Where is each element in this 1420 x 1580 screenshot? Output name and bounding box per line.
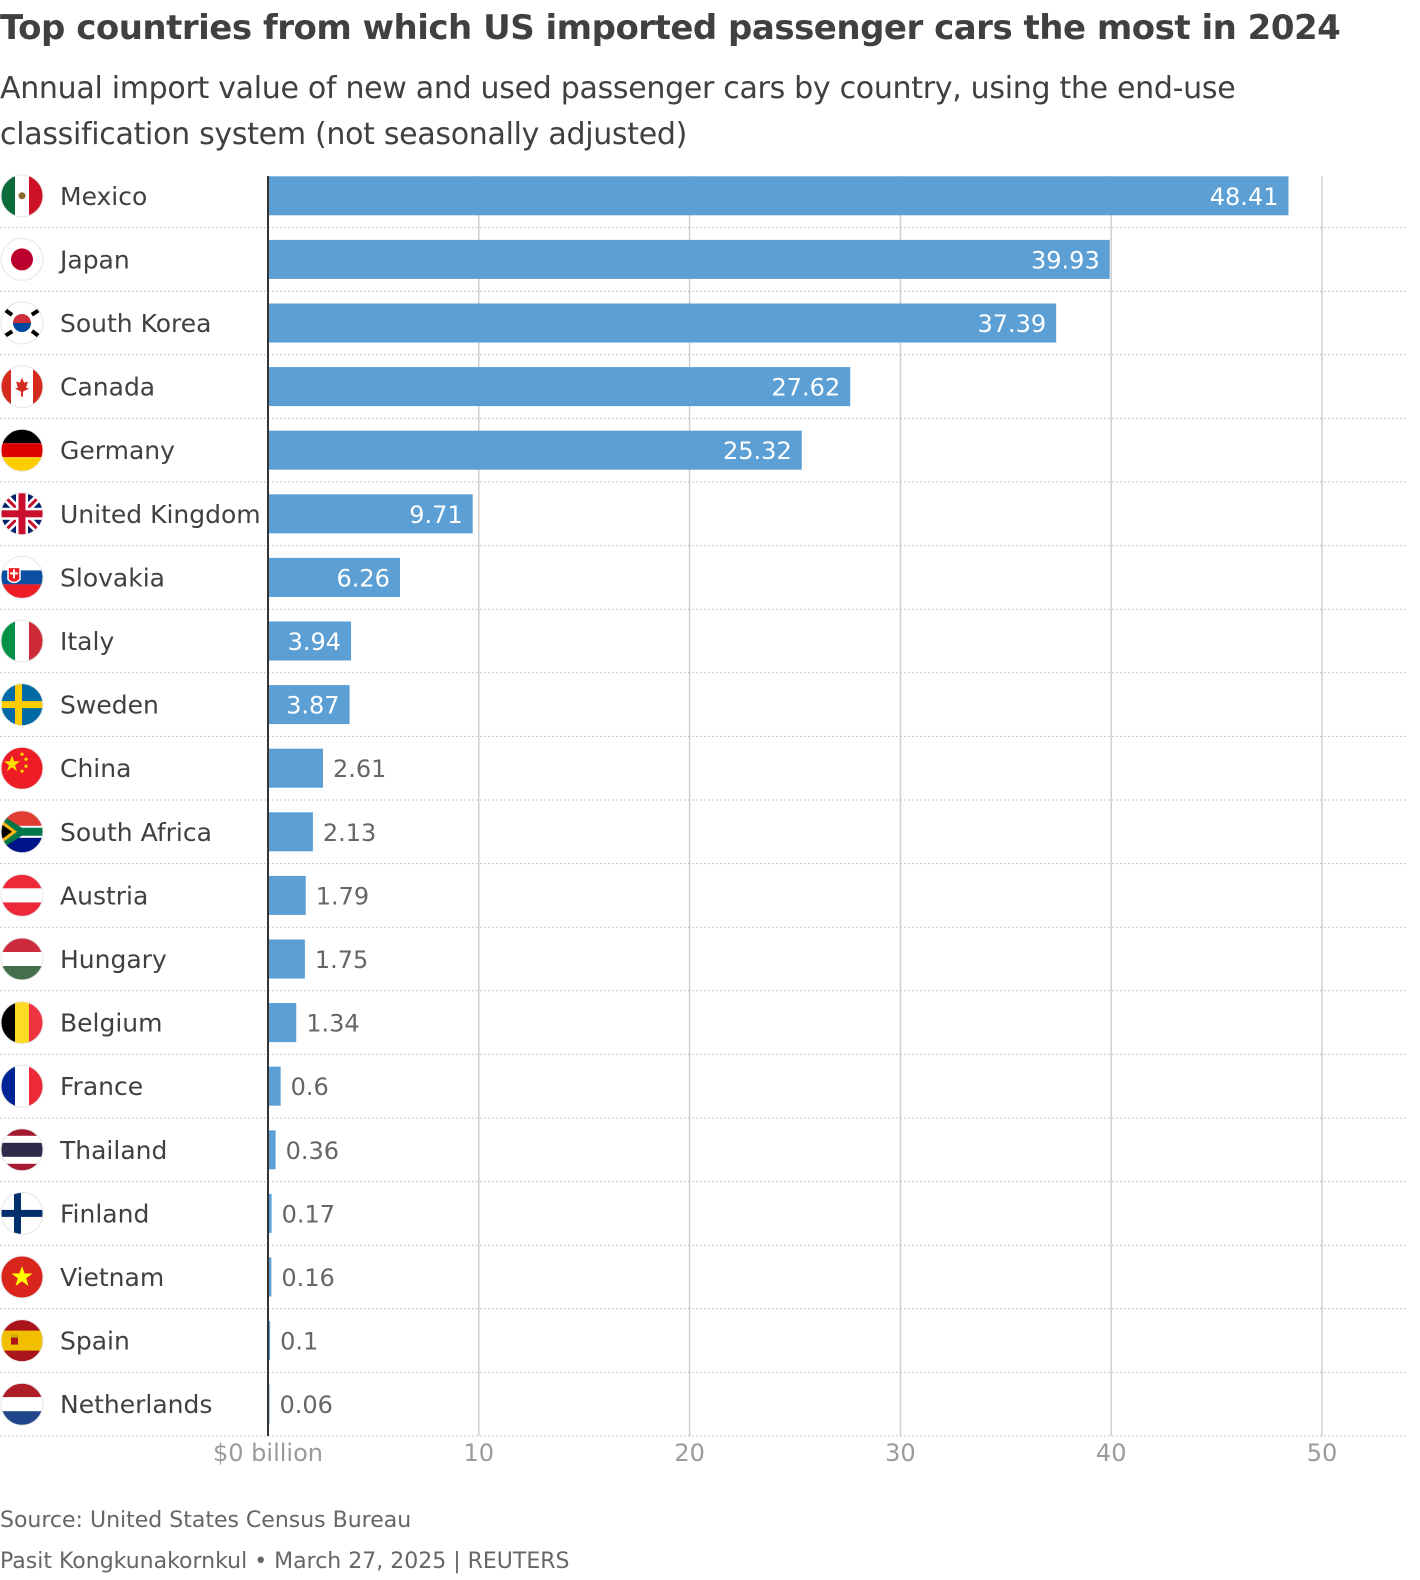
sweden-flag-icon (0, 683, 44, 727)
bar (268, 621, 352, 661)
bar-value-label: 3.87 (286, 692, 339, 720)
category-label: South Korea (60, 309, 211, 338)
netherlands-flag-icon (0, 1382, 44, 1426)
category-label: Canada (60, 373, 155, 402)
category-label: Vietnam (60, 1263, 164, 1292)
bar-value-label: 0.1 (280, 1328, 318, 1356)
bar-value-label: 1.75 (315, 946, 368, 974)
bar-value-label: 2.61 (333, 755, 386, 783)
bar-value-label: 0.6 (291, 1073, 329, 1101)
bar (268, 1066, 281, 1106)
category-label: China (60, 754, 131, 783)
bar (268, 303, 1057, 343)
bar (268, 176, 1289, 216)
category-label: Belgium (60, 1009, 163, 1038)
bar (268, 939, 305, 979)
bar-value-label: 0.06 (280, 1391, 333, 1419)
bar-value-label: 0.16 (281, 1264, 334, 1292)
x-tick-label: 10 (464, 1439, 495, 1467)
bar (268, 685, 350, 725)
category-label: Slovakia (60, 563, 165, 592)
bars: 48.41 39.93 37.39 27.62 25.32 9.71 6.26 3.94 3.8… (268, 176, 1289, 1424)
south-africa-flag-icon (0, 810, 44, 854)
category-label: Mexico (60, 182, 147, 211)
x-axis: $0 billion 10 20 30 40 50 (213, 176, 1337, 1467)
france-flag-icon (0, 1064, 44, 1108)
x-tick-label: 40 (1096, 1439, 1127, 1467)
bar-value-label: 25.32 (723, 437, 792, 465)
bar (268, 875, 306, 915)
spain-flag-icon (0, 1319, 44, 1363)
finland-flag-icon (0, 1191, 44, 1235)
bar (268, 239, 1110, 279)
china-flag-icon (0, 746, 44, 790)
bar-value-label: 0.17 (282, 1200, 335, 1228)
italy-flag-icon (0, 619, 44, 663)
bar-value-label: 37.39 (977, 310, 1046, 338)
slovakia-flag-icon (0, 555, 44, 599)
bar-value-label: 48.41 (1210, 183, 1279, 211)
united-kingdom-flag-icon (0, 492, 44, 536)
canada-flag-icon (0, 365, 44, 409)
category-label: Austria (60, 881, 148, 910)
bar (268, 430, 802, 470)
bar-value-label: 0.36 (286, 1137, 339, 1165)
grid-lines (0, 176, 1408, 1437)
bar-value-label: 3.94 (288, 628, 341, 656)
category-label: Finland (60, 1199, 149, 1228)
x-tick-label: 30 (885, 1439, 916, 1467)
bar (268, 1321, 271, 1361)
bar-value-label: 1.34 (306, 1010, 359, 1038)
bar (268, 494, 473, 534)
category-label: Spain (60, 1327, 130, 1356)
belgium-flag-icon (0, 1001, 44, 1045)
hungary-flag-icon (0, 937, 44, 981)
vietnam-flag-icon (0, 1255, 44, 1299)
bar (268, 748, 324, 788)
bar (268, 367, 851, 407)
category-label: Japan (58, 245, 130, 274)
bar-value-label: 39.93 (1031, 246, 1100, 274)
category-label: France (60, 1072, 143, 1101)
category-label: Italy (60, 627, 114, 656)
bar-value-label: 27.62 (772, 374, 841, 402)
category-rows: Mexico Japan South Korea Canada Germany Unite… (0, 174, 261, 1426)
x-tick-label: 20 (674, 1439, 705, 1467)
austria-flag-icon (0, 873, 44, 917)
source-note: Source: United States Census Bureau (0, 1508, 412, 1533)
byline: Pasit Kongkunakornkul • March 27, 2025 |… (0, 1549, 570, 1574)
category-label: Netherlands (60, 1390, 212, 1419)
thailand-flag-icon (0, 1128, 44, 1172)
category-label: United Kingdom (60, 500, 261, 529)
category-label: South Africa (60, 818, 212, 847)
japan-flag-icon (0, 237, 44, 281)
bar (268, 812, 313, 852)
bar-value-label: 2.13 (323, 819, 376, 847)
mexico-flag-icon (0, 174, 44, 218)
x-tick-label: $0 billion (213, 1439, 323, 1467)
category-label: Germany (60, 436, 175, 465)
bar (268, 1193, 272, 1233)
south-korea-flag-icon (0, 301, 44, 345)
germany-flag-icon (0, 428, 44, 472)
bar (268, 1257, 272, 1297)
bar-value-label: 1.79 (316, 882, 369, 910)
x-tick-label: 50 (1307, 1439, 1338, 1467)
bar-value-label: 6.26 (337, 564, 390, 592)
chart-title: Top countries from which US imported pas… (0, 8, 1341, 48)
category-label: Thailand (59, 1136, 167, 1165)
category-label: Hungary (60, 945, 167, 974)
chart-subtitle: Annual import value of new and used pass… (0, 71, 1236, 152)
bar-value-label: 9.71 (409, 501, 462, 529)
category-label: Sweden (60, 691, 159, 720)
bar (268, 1003, 297, 1043)
bar (268, 1130, 276, 1170)
bar (268, 557, 400, 597)
bar-chart: 48.41 39.93 37.39 27.62 25.32 9.71 6.26 3.94 3.8… (0, 174, 1408, 1467)
